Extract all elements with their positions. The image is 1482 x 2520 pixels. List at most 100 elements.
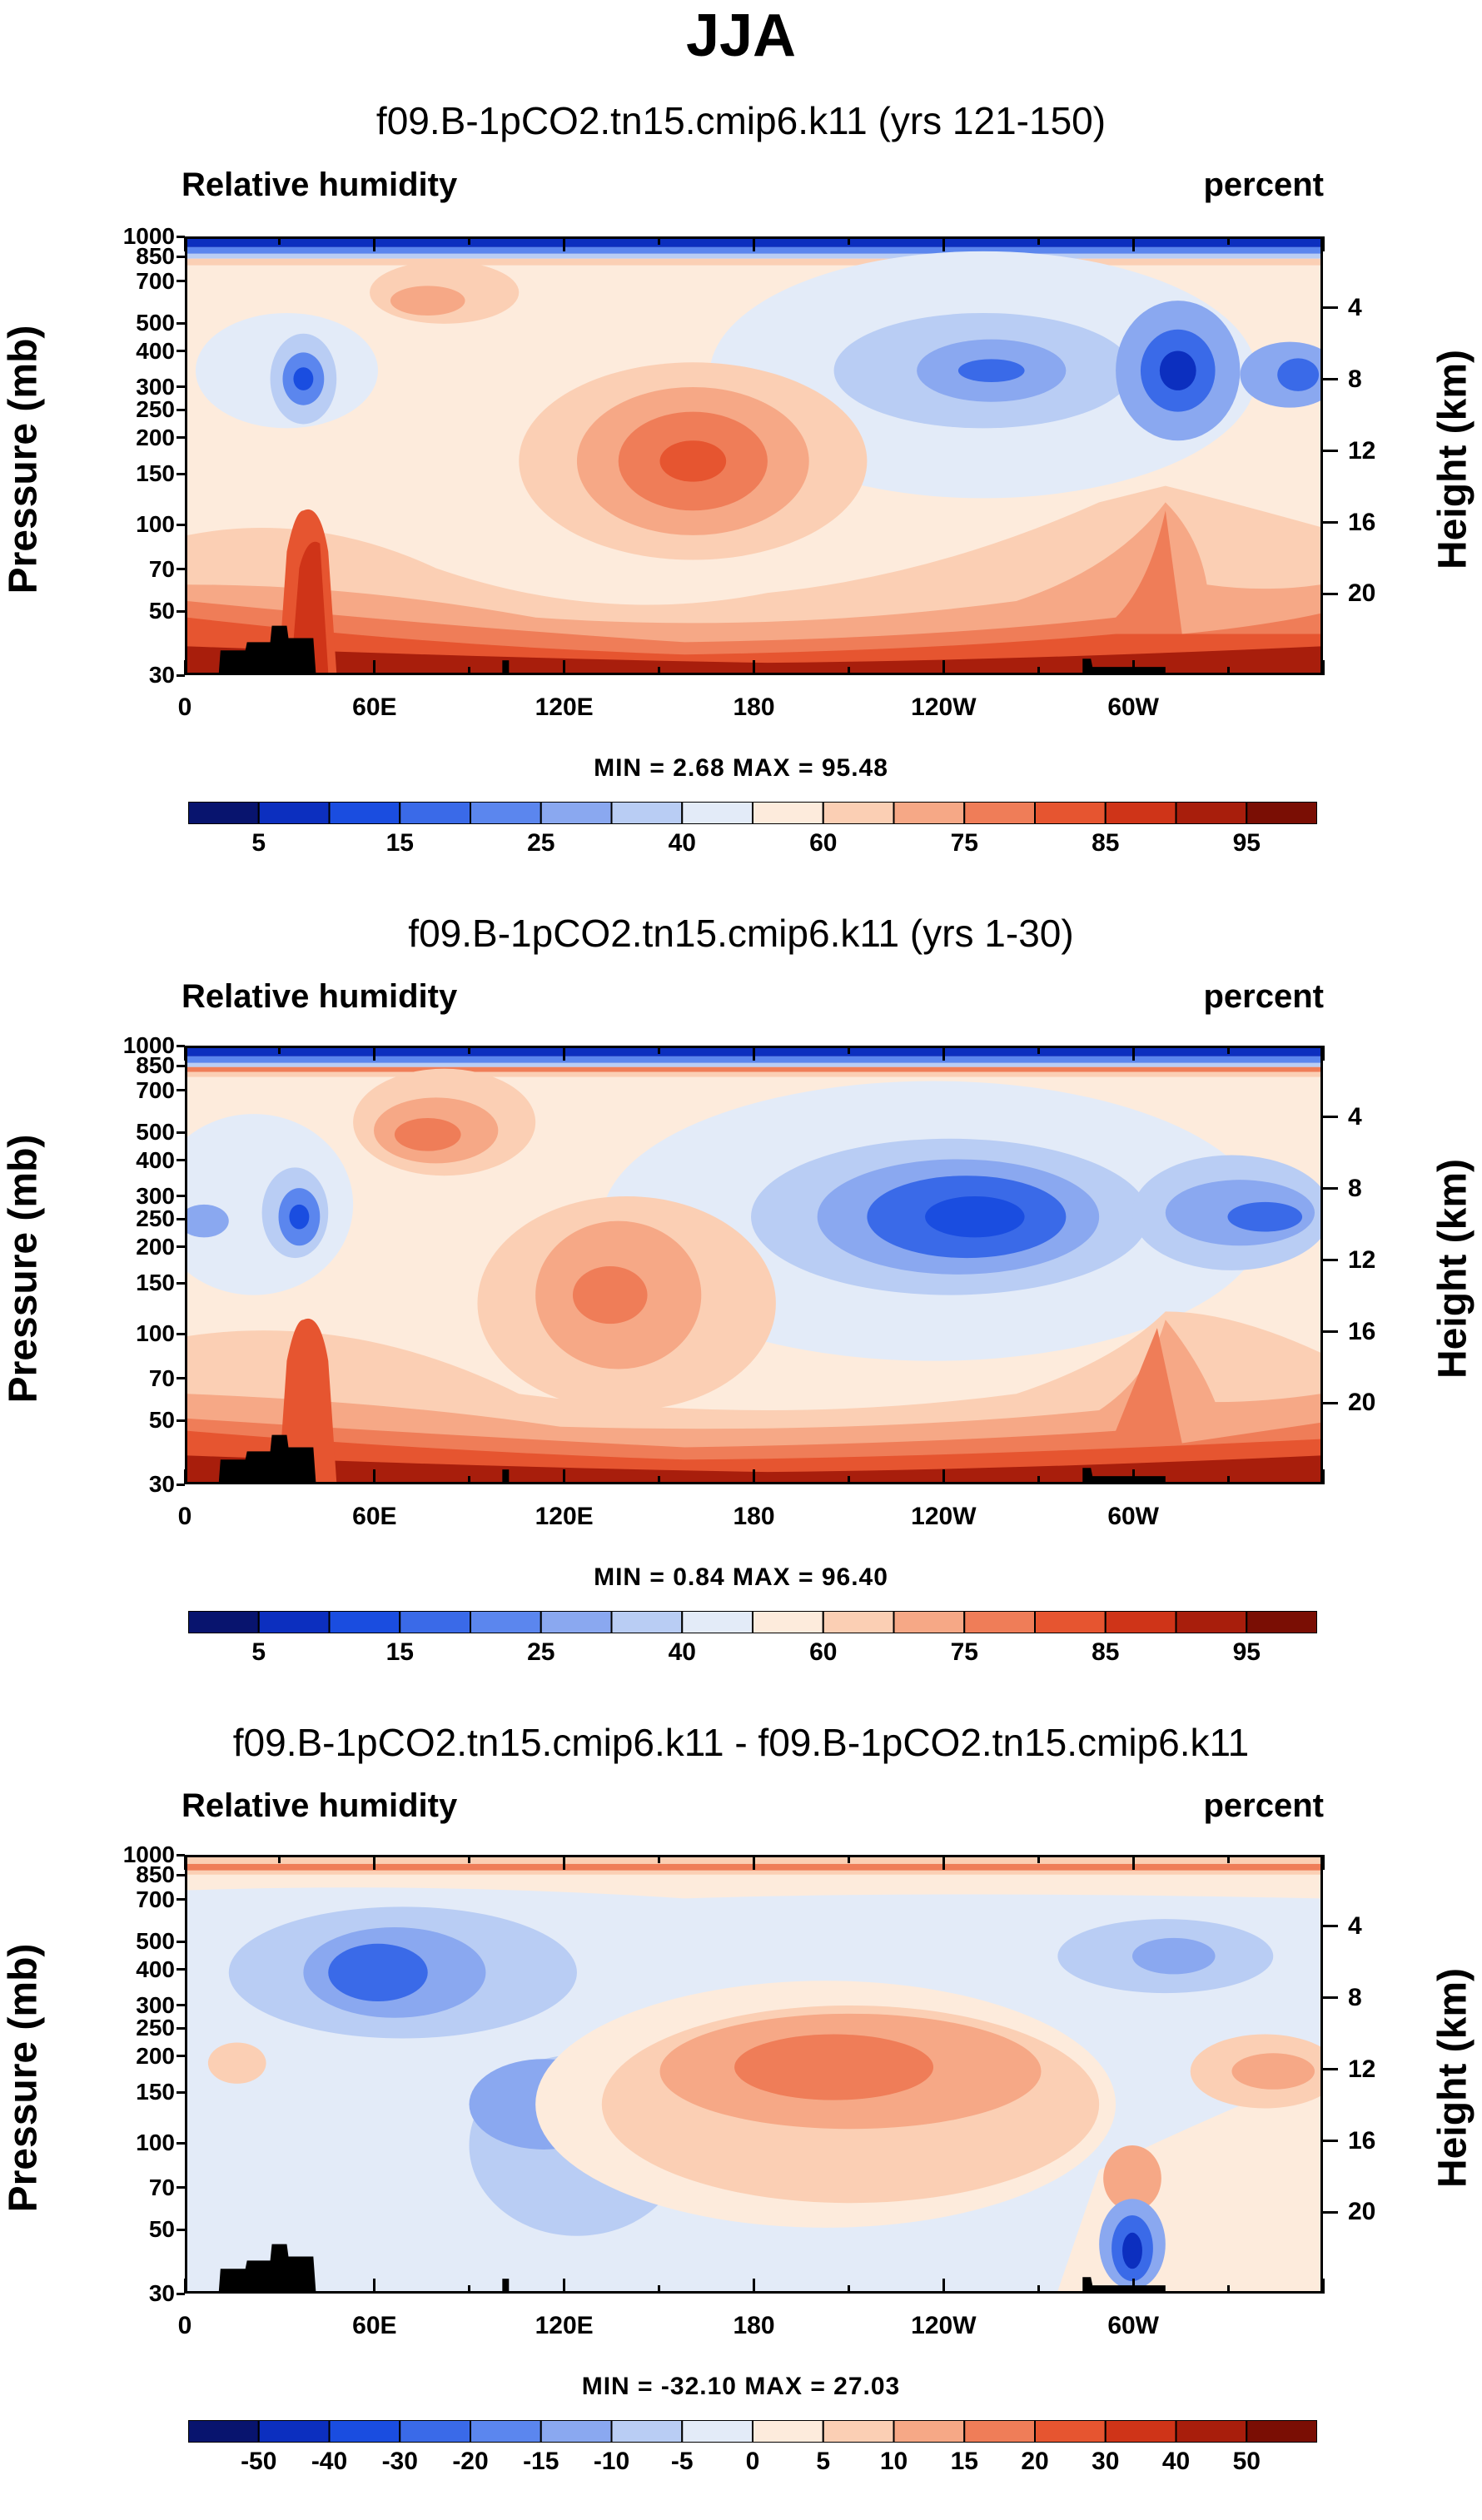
pressure-tick-label: 300 [136, 1991, 175, 2018]
colorbar-label: -20 [452, 2448, 489, 2475]
pressure-tick-label: 50 [148, 598, 175, 624]
lon-tick [847, 1855, 850, 1863]
panel-yrs-121-150: f09.B-1pCO2.tn15.cmip6.k11 (yrs 121-150)… [0, 90, 1482, 902]
pressure-tick-label: 850 [136, 1052, 175, 1079]
lon-tick-label: 120W [911, 1503, 977, 1530]
pressure-tick [177, 1377, 185, 1380]
pressure-tick-label: 1000 [122, 1032, 175, 1058]
contour-field [187, 1048, 1320, 1482]
figure-title: JJA [685, 2, 797, 69]
pressure-tick [177, 1217, 185, 1220]
colorbar-box [399, 2420, 471, 2443]
colorbar-label: 0 [745, 2448, 760, 2475]
lon-tick [183, 1469, 186, 1484]
pressure-tick-label: 400 [136, 1956, 175, 1982]
colorbar-box [328, 1611, 401, 1633]
colorbar-box [822, 2420, 895, 2443]
lon-tick [1226, 1855, 1230, 1863]
height-tick-label: 20 [1348, 1389, 1376, 1417]
lon-tick [753, 660, 755, 675]
colorbar-box [1246, 2420, 1317, 2443]
colorbar-box [963, 1611, 1036, 1633]
colorbar-label: 5 [251, 829, 266, 857]
colorbar-box [893, 2420, 966, 2443]
lon-tick [1131, 236, 1135, 251]
lon-tick [278, 667, 281, 675]
colorbar-box [893, 1611, 966, 1633]
lon-tick [942, 236, 945, 251]
pressure-tick [177, 1281, 185, 1285]
colorbar-box [188, 802, 260, 824]
colorbar-label: 20 [1021, 2448, 1049, 2475]
lon-tick [1321, 1855, 1325, 1870]
lon-tick [373, 1046, 376, 1061]
min-max-label: MIN = 2.68 MAX = 95.48 [594, 754, 888, 782]
pressure-tick-label: 70 [148, 2174, 175, 2200]
lon-tick [563, 660, 566, 675]
colorbar-box [752, 802, 824, 824]
pressure-tick [177, 1064, 185, 1067]
colorbar-box [470, 2420, 542, 2443]
lon-tick [183, 1855, 186, 1870]
lon-tick [1321, 1046, 1325, 1061]
min-max-label: MIN = -32.10 MAX = 27.03 [581, 2373, 901, 2400]
pressure-tick [177, 321, 185, 325]
colorbar-box [1104, 2420, 1177, 2443]
colorbar-box [610, 802, 684, 824]
lon-tick [1321, 1469, 1325, 1484]
colorbar-label: 40 [668, 829, 696, 857]
lon-tick [658, 1046, 661, 1054]
colorbar-box [1104, 1611, 1177, 1633]
height-tick [1323, 1187, 1338, 1190]
pressure-tick [177, 385, 185, 389]
lon-tick-label: 0 [177, 693, 192, 721]
lon-tick [1226, 236, 1230, 245]
colorbar-label: 40 [668, 1638, 696, 1666]
lon-tick [1321, 2279, 1325, 2294]
colorbar-label: -30 [381, 2448, 418, 2475]
height-tick-label: 16 [1348, 2126, 1376, 2155]
pressure-tick-label: 30 [148, 1471, 175, 1497]
lon-tick [183, 2279, 186, 2294]
pressure-tick-label: 500 [136, 1928, 175, 1955]
pressure-tick-label: 30 [148, 2280, 175, 2306]
pressure-tick-label: 150 [136, 2079, 175, 2105]
colorbar-box [681, 2420, 753, 2443]
variable-label: Relative humidity [182, 1787, 458, 1824]
colorbar-label: 15 [385, 1638, 414, 1666]
colorbar-box [752, 1611, 824, 1633]
height-tick [1323, 306, 1338, 310]
pressure-tick [177, 1940, 185, 1943]
height-tick-label: 4 [1348, 293, 1362, 321]
lon-tick [753, 1855, 755, 1870]
lon-tick [1226, 1046, 1230, 1054]
colorbar-box [1034, 802, 1107, 824]
lon-tick [183, 660, 186, 675]
colorbar-box [1175, 802, 1248, 824]
pressure-tick [177, 609, 185, 613]
lon-tick [753, 1469, 755, 1484]
height-tick [1323, 1925, 1338, 1928]
height-tick [1323, 2068, 1338, 2071]
lon-tick [183, 236, 186, 251]
pressure-tick-label: 700 [136, 1076, 175, 1103]
lon-tick [563, 2279, 566, 2294]
lon-tick [1037, 1046, 1040, 1054]
lon-tick [753, 2279, 755, 2294]
pressure-tick [177, 1419, 185, 1422]
colorbar-box [1246, 1611, 1317, 1633]
pressure-tick [177, 436, 185, 440]
pressure-tick-label: 50 [148, 2216, 175, 2243]
pressure-tick-label: 300 [136, 1182, 175, 1209]
colorbar-label: -50 [241, 2448, 277, 2475]
pressure-tick [177, 2090, 185, 2094]
height-tick-label: 12 [1348, 2055, 1376, 2083]
lon-tick [753, 236, 755, 251]
pressure-tick-label: 850 [136, 243, 175, 270]
lon-tick [1131, 1855, 1135, 1870]
pressure-tick [177, 2004, 185, 2007]
height-tick-label: 4 [1348, 1102, 1362, 1131]
colorbar-box [470, 1611, 542, 1633]
pressure-tick-label: 250 [136, 1205, 175, 1232]
panel-title: f09.B-1pCO2.tn15.cmip6.k11 - f09.B-1pCO2… [232, 1721, 1250, 1764]
